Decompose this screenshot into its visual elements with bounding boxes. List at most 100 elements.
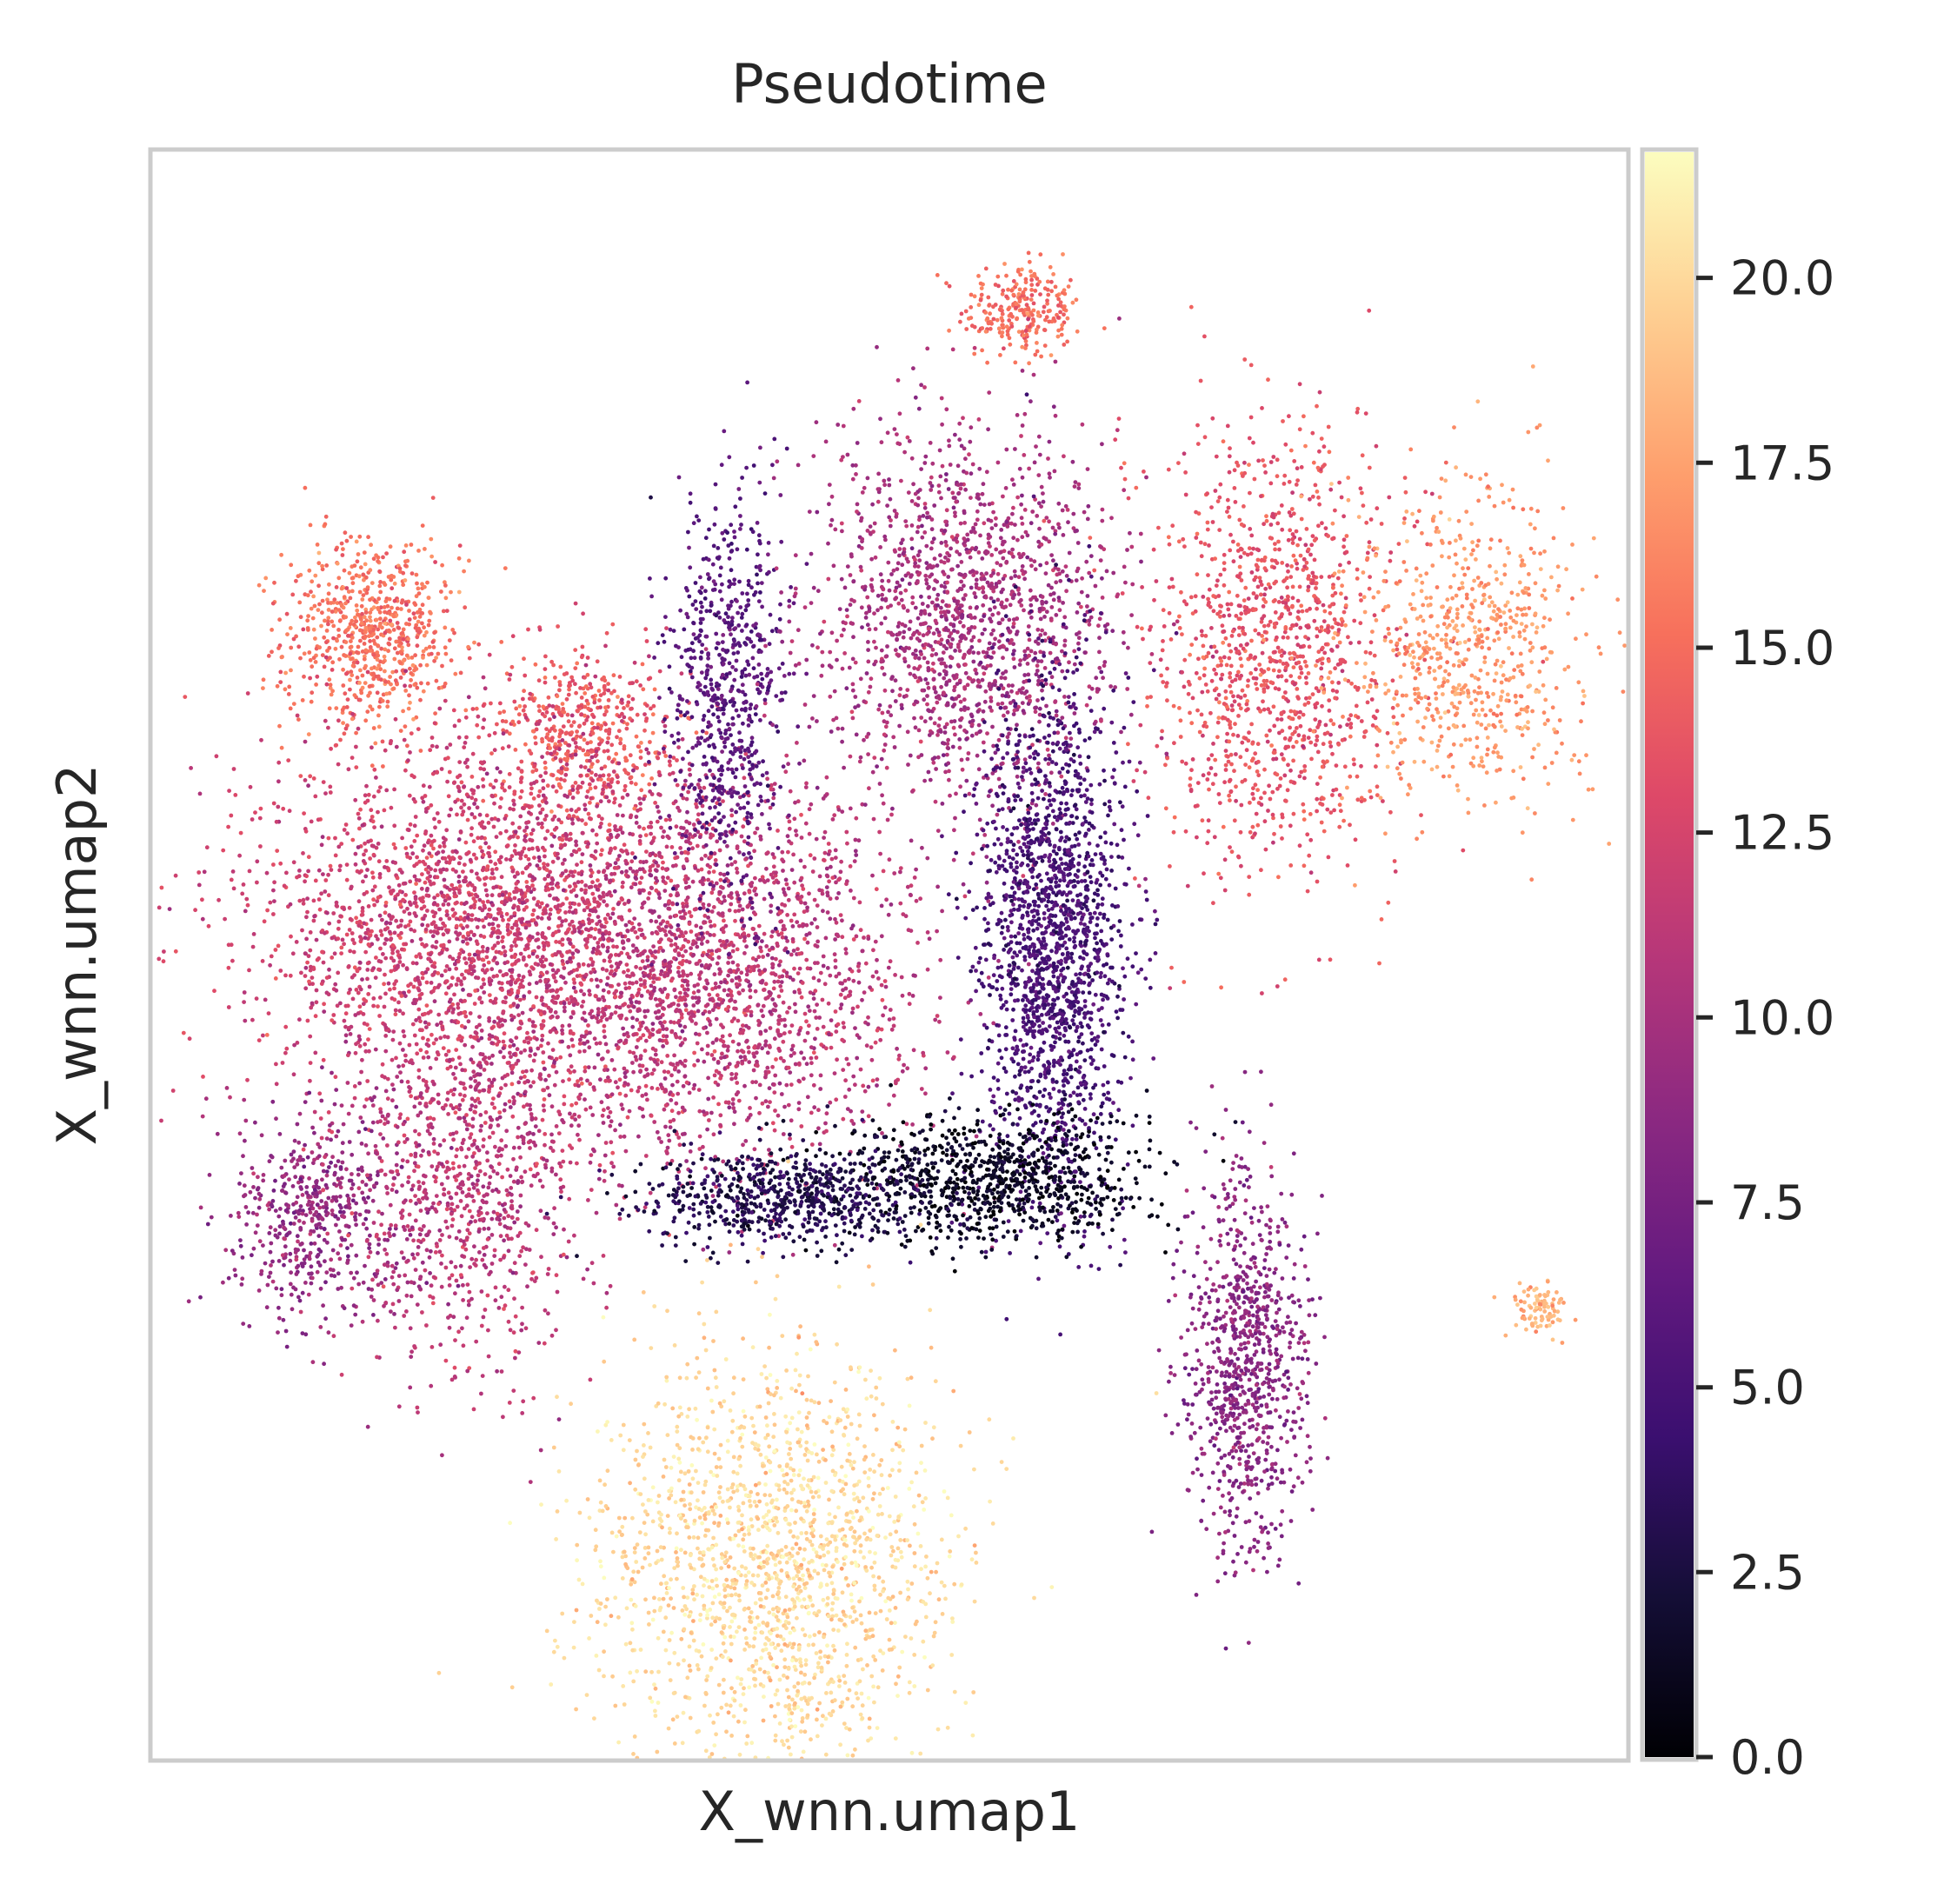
scatter-point	[830, 857, 835, 862]
scatter-point	[504, 972, 509, 976]
scatter-point	[516, 977, 521, 982]
scatter-point	[299, 971, 303, 975]
scatter-point	[581, 645, 585, 649]
scatter-point	[784, 1083, 789, 1088]
scatter-point	[777, 1015, 782, 1019]
scatter-point	[609, 833, 613, 837]
scatter-point	[1058, 310, 1062, 315]
scatter-point	[321, 599, 325, 603]
scatter-point	[432, 915, 436, 919]
scatter-point	[700, 942, 704, 946]
scatter-point	[457, 862, 462, 866]
scatter-point	[489, 794, 494, 798]
scatter-point	[518, 998, 523, 1002]
scatter-point	[639, 983, 643, 988]
scatter-point	[689, 929, 694, 934]
scatter-point	[622, 706, 626, 710]
scatter-point	[403, 893, 408, 897]
scatter-point	[1029, 283, 1034, 287]
scatter-point	[406, 1080, 410, 1084]
scatter-point	[363, 1042, 367, 1047]
scatter-point	[369, 543, 373, 547]
scatter-point	[564, 875, 569, 880]
scatter-point	[585, 751, 589, 756]
scatter-point	[463, 802, 467, 807]
scatter-point	[482, 990, 486, 995]
scatter-point	[546, 783, 550, 788]
scatter-point	[476, 805, 480, 809]
scatter-point	[543, 817, 547, 822]
scatter-point	[426, 1038, 430, 1042]
scatter-point	[412, 864, 416, 869]
scatter-point	[731, 1097, 736, 1102]
scatter-point	[431, 496, 436, 500]
scatter-point	[407, 693, 411, 697]
scatter-point	[998, 308, 1002, 312]
scatter-point	[571, 874, 576, 878]
scatter-point	[336, 927, 341, 931]
scatter-point	[762, 932, 767, 936]
scatter-point	[355, 988, 359, 992]
scatter-point	[756, 1019, 761, 1023]
scatter-point	[422, 649, 426, 654]
scatter-point	[414, 882, 418, 886]
scatter-point	[874, 940, 878, 944]
scatter-point	[602, 1029, 606, 1034]
scatter-point	[201, 1075, 205, 1079]
scatter-point	[459, 806, 463, 810]
scatter-point	[644, 748, 649, 752]
scatter-point	[465, 765, 469, 769]
scatter-point	[561, 862, 565, 866]
scatter-point	[367, 942, 371, 947]
scatter-point	[478, 822, 483, 826]
scatter-point	[431, 847, 436, 851]
scatter-point	[752, 849, 756, 853]
scatter-point	[336, 562, 340, 566]
scatter-point	[543, 849, 547, 853]
scatter-point	[320, 950, 324, 955]
scatter-point	[513, 789, 517, 794]
scatter-point	[363, 563, 368, 567]
scatter-point	[722, 1044, 727, 1049]
scatter-point	[762, 1004, 766, 1009]
scatter-point	[276, 805, 280, 809]
scatter-point	[1022, 290, 1026, 295]
scatter-point	[621, 885, 625, 889]
scatter-point	[676, 1135, 681, 1140]
scatter-point	[422, 1055, 426, 1060]
scatter-point	[665, 845, 669, 849]
scatter-point	[669, 893, 673, 897]
scatter-point	[521, 697, 525, 702]
scatter-point	[397, 955, 402, 960]
scatter-point	[425, 1042, 429, 1047]
scatter-point	[334, 1075, 338, 1079]
scatter-point	[567, 927, 571, 931]
scatter-point	[1045, 315, 1049, 319]
scatter-point	[864, 962, 869, 966]
scatter-point	[692, 1063, 696, 1068]
scatter-point	[387, 575, 391, 579]
scatter-point	[625, 703, 629, 708]
scatter-point	[484, 1110, 489, 1115]
scatter-point	[449, 1088, 454, 1093]
scatter-point	[276, 684, 280, 689]
scatter-point	[502, 709, 506, 714]
scatter-point	[809, 1073, 814, 1077]
scatter-point	[538, 774, 543, 778]
scatter-point	[347, 767, 351, 771]
scatter-point	[361, 880, 365, 884]
scatter-point	[605, 1094, 609, 1098]
scatter-point	[503, 961, 507, 965]
scatter-point	[871, 1079, 875, 1083]
scatter-point	[532, 796, 536, 801]
scatter-point	[510, 854, 515, 858]
scatter-point	[509, 1018, 514, 1022]
scatter-point	[278, 969, 283, 973]
scatter-point	[674, 1102, 678, 1106]
scatter-point	[616, 933, 620, 937]
scatter-point	[495, 974, 499, 978]
scatter-point	[543, 910, 547, 915]
scatter-point	[581, 611, 585, 616]
scatter-point	[787, 898, 791, 902]
scatter-point	[296, 644, 301, 649]
